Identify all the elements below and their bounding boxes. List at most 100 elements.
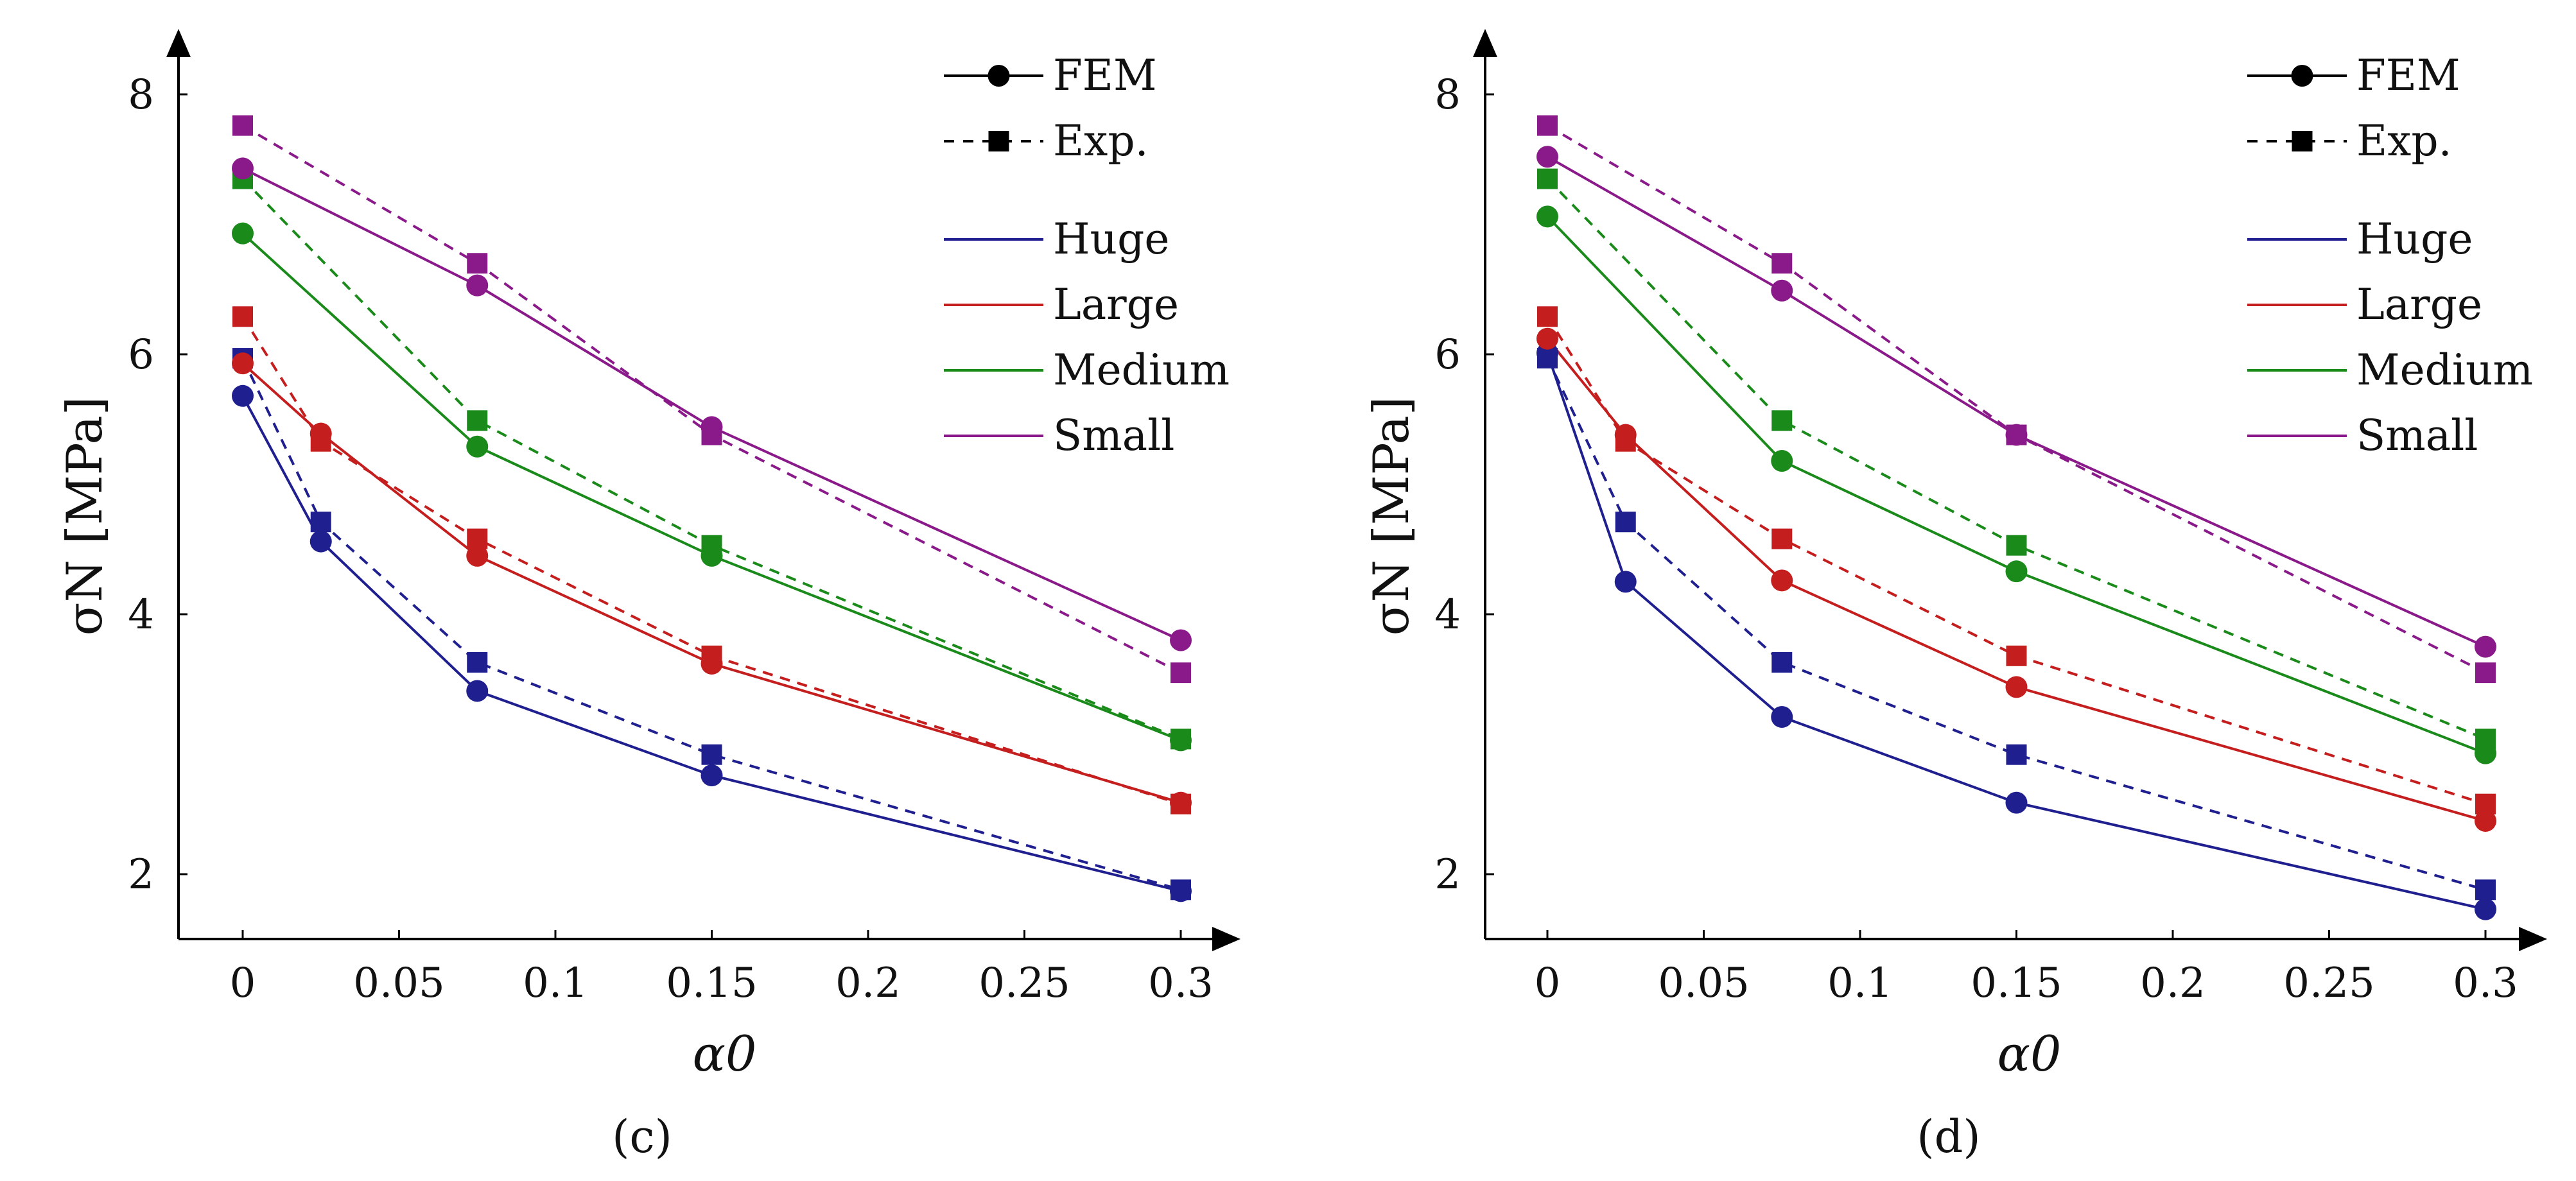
data-point-medium-exp: [2475, 728, 2496, 750]
data-point-huge-fem: [701, 764, 723, 787]
x-axis-arrow: [1212, 927, 1240, 951]
x-axis-arrow: [2519, 927, 2547, 951]
data-point-large-fem: [232, 352, 254, 375]
data-point-large-exp: [2475, 793, 2496, 815]
series-line-medium-fem: [241, 232, 1181, 742]
data-point-medium-exp: [1171, 728, 1191, 750]
data-point-medium-exp: [1771, 410, 1793, 431]
data-point-large-fem: [2005, 676, 2028, 698]
y-tick-label: 2: [128, 851, 154, 899]
x-tick-label: 0.25: [2283, 960, 2375, 1007]
x-tick-label: 0.15: [1971, 960, 2062, 1007]
data-point-small-exp: [701, 424, 722, 445]
data-point-large-fem: [466, 544, 489, 567]
legend: FEM Exp. Huge Large Medium Small: [2247, 51, 2533, 460]
legend-label: Medium: [2356, 345, 2533, 395]
data-point-medium-exp: [2006, 535, 2027, 556]
series-line-small-exp: [1546, 124, 2486, 674]
data-point-large-fem: [1536, 327, 1558, 350]
data-point-huge-fem: [1771, 705, 1793, 728]
data-point-small-fem: [1536, 146, 1558, 168]
data-point-large-fem: [2475, 809, 2496, 832]
data-point-large-exp: [1771, 528, 1793, 549]
data-point-large-exp: [1615, 431, 1636, 452]
series-line-small-fem: [242, 167, 1181, 642]
data-point-medium-exp: [467, 410, 488, 431]
y-tick-label: 4: [128, 591, 154, 639]
legend-label: Medium: [1053, 345, 1230, 395]
x-tick-label: 0.15: [666, 960, 758, 1007]
data-point-large-exp: [232, 306, 253, 327]
y-tick-label: 8: [128, 71, 154, 119]
data-point-large-exp: [467, 528, 488, 549]
data-point-huge-fem: [2005, 791, 2028, 814]
legend-square-marker: [2292, 131, 2313, 151]
data-point-huge-exp: [2006, 744, 2027, 765]
x-tick-label: 0.2: [2140, 960, 2206, 1007]
data-point-medium-fem: [2005, 560, 2028, 583]
data-point-medium-fem: [232, 222, 254, 245]
legend-square-marker: [988, 131, 1009, 151]
legend-label: Small: [1053, 411, 1174, 460]
y-tick-label: 6: [1434, 331, 1461, 379]
data-point-huge-fem: [309, 530, 332, 553]
panel-caption: (c): [612, 1110, 672, 1163]
x-axis-label: α0: [693, 1025, 757, 1082]
y-tick-label: 4: [1434, 591, 1461, 639]
x-tick-label: 0.1: [523, 960, 588, 1007]
data-point-medium-exp: [1537, 168, 1558, 189]
data-point-large-exp: [1171, 793, 1191, 815]
legend-label: Exp.: [2356, 116, 2452, 166]
y-tick-label: 6: [128, 331, 154, 379]
panel-c: 0 0.05 0.1 0.15 0.2 0.25 0.3 2 4 6 8 α0 σN [MPa] (c) F…: [56, 29, 1240, 1163]
data-point-large-exp: [1537, 306, 1558, 327]
data-point-small-fem: [232, 157, 254, 180]
y-axis-arrow: [1473, 29, 1497, 57]
y-axis-arrow: [166, 29, 191, 57]
x-tick-label: 0.05: [353, 960, 445, 1007]
data-point-small-fem: [1771, 279, 1793, 302]
legend-label: Large: [2356, 280, 2482, 329]
data-point-huge-exp: [1771, 651, 1793, 673]
data-point-huge-exp: [1537, 348, 1558, 369]
data-point-huge-exp: [2475, 879, 2496, 901]
series-line-medium-exp: [1546, 178, 2486, 741]
data-point-huge-fem: [232, 384, 254, 407]
legend-circle-marker: [2291, 65, 2313, 87]
data-point-huge-exp: [310, 512, 331, 533]
data-point-huge-fem: [1614, 571, 1637, 593]
x-tick-label: 0: [230, 960, 256, 1007]
panel-d: 0 0.05 0.1 0.15 0.2 0.25 0.3 2 4 6 8 α0 σN [MPa] (d) F…: [1362, 29, 2547, 1163]
data-point-huge-exp: [701, 744, 722, 765]
panel-caption: (d): [1917, 1110, 1980, 1163]
legend-label: Small: [2356, 411, 2478, 460]
y-tick-label: 2: [1434, 851, 1461, 899]
x-tick-label: 0.25: [979, 960, 1070, 1007]
y-tick-label: 8: [1434, 71, 1461, 119]
data-point-large-exp: [310, 431, 331, 452]
x-tick-label: 0: [1535, 960, 1561, 1007]
data-point-large-exp: [2006, 645, 2027, 666]
data-point-small-fem: [466, 274, 489, 297]
data-point-medium-fem: [466, 435, 489, 458]
series-line-small-fem: [1547, 155, 2486, 648]
x-tick-label: 0.3: [2453, 960, 2518, 1007]
data-point-huge-fem: [2475, 898, 2496, 920]
legend-label: FEM: [2356, 51, 2460, 100]
data-point-small-exp: [1771, 253, 1793, 274]
data-point-huge-exp: [1615, 512, 1636, 533]
data-point-huge-exp: [1171, 879, 1191, 901]
legend-label: Exp.: [1053, 116, 1149, 166]
data-point-medium-fem: [1536, 205, 1558, 228]
legend-label: Large: [1053, 280, 1179, 329]
data-point-large-exp: [701, 645, 722, 666]
data-point-small-exp: [1171, 662, 1191, 684]
legend-label: FEM: [1053, 51, 1157, 100]
data-point-huge-fem: [466, 680, 489, 702]
data-point-medium-fem: [1771, 450, 1793, 472]
data-point-small-exp: [232, 115, 253, 136]
legend-label: Huge: [1053, 214, 1169, 264]
data-point-medium-exp: [701, 535, 722, 556]
x-tick-label: 0.1: [1827, 960, 1893, 1007]
